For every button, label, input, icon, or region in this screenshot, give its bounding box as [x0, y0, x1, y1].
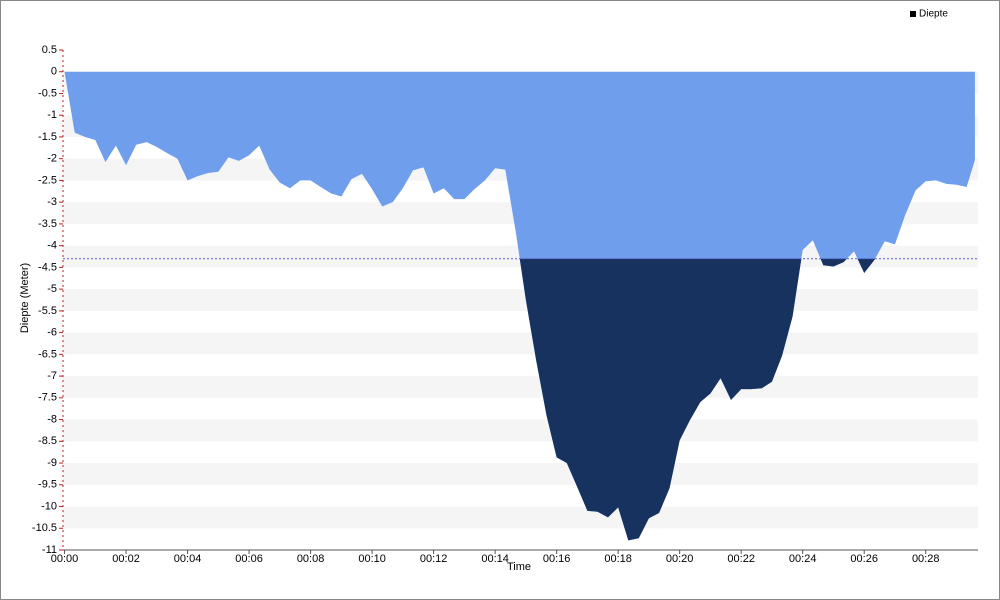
y-tick-label: -10.5	[32, 522, 57, 534]
grid-band	[63, 376, 978, 398]
x-tick-label: 00:06	[235, 553, 263, 565]
x-tick-label: 00:24	[789, 553, 817, 565]
x-tick-label: 00:08	[297, 553, 325, 565]
y-tick-label: -4.5	[38, 261, 57, 273]
y-tick-label: -9.5	[38, 479, 57, 491]
grid-band	[63, 463, 978, 485]
grid-band	[63, 419, 978, 442]
x-tick-label: 00:02	[112, 553, 140, 565]
x-tick-label: 00:20	[666, 553, 694, 565]
y-tick-label: -1	[47, 109, 57, 121]
x-tick-label: 00:18	[604, 553, 632, 565]
below-reference-area	[519, 258, 876, 541]
y-tick-label: -6.5	[38, 348, 57, 360]
y-tick-label: -4	[47, 240, 57, 252]
x-tick-label: 00:22	[727, 553, 755, 565]
grid-band	[63, 332, 978, 355]
y-tick-label: 0	[51, 66, 57, 78]
y-tick-label: -9	[47, 457, 57, 469]
legend-label: Diepte	[919, 9, 948, 20]
depth-area	[64, 71, 975, 541]
y-tick-label: -8	[47, 413, 57, 425]
x-tick-label: 00:00	[51, 553, 79, 565]
y-tick-label: -8.5	[38, 435, 57, 447]
y-tick-label: -3.5	[38, 218, 57, 230]
plot	[63, 71, 978, 541]
x-tick-label: 00:26	[850, 553, 878, 565]
y-tick-label: -3	[47, 196, 57, 208]
grid-band	[63, 506, 978, 529]
y-axis-label: Diepte (Meter)	[19, 263, 31, 333]
y-tick-label: -1.5	[38, 131, 57, 143]
grid-band	[63, 289, 978, 311]
y-tick-label: -2.5	[38, 174, 57, 186]
y-tick-label: -11	[42, 544, 57, 556]
x-tick-label: 00:14	[481, 553, 509, 565]
x-tick-label: 00:04	[174, 553, 202, 565]
y-tick-label: -7.5	[38, 392, 57, 404]
legend-swatch	[910, 11, 916, 17]
x-axis-label: Time	[507, 561, 531, 573]
y-tick-label: -5	[47, 283, 57, 295]
y-tick-label: -2	[47, 153, 57, 165]
y-tick-label: -0.5	[38, 87, 57, 99]
x-tick-label: 00:28	[912, 553, 940, 565]
y-tick-label: -5.5	[38, 305, 57, 317]
y-tick-label: -10	[41, 500, 57, 512]
x-tick-label: 00:12	[420, 553, 448, 565]
x-tick-label: 00:16	[543, 553, 571, 565]
y-tick-label: -7	[47, 370, 57, 382]
y-tick-label: -6	[47, 327, 57, 339]
axes: 0.5 0 -0.5 -1 -1.5 -2 -2.5 -3 -3.5 -4 -4.5 -5 -5.5 -6…	[32, 44, 978, 565]
y-tick-label: 0.5	[42, 44, 57, 56]
x-tick-label: 00:10	[358, 553, 386, 565]
